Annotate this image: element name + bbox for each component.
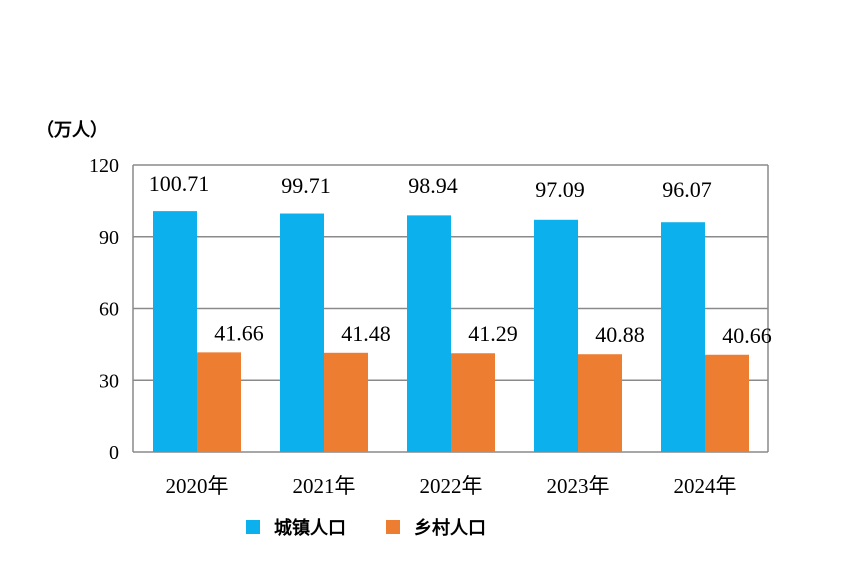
bar — [451, 353, 495, 452]
data-label: 41.29 — [468, 321, 518, 346]
y-axis-unit-label: （万人） — [36, 120, 108, 141]
bar — [280, 213, 324, 452]
y-tick-label: 120 — [89, 155, 119, 177]
x-tick-label: 2021年 — [293, 474, 356, 498]
legend-item-rural: 乡村人口 — [386, 514, 486, 540]
data-label: 41.48 — [341, 321, 391, 346]
bar — [197, 352, 241, 452]
bar — [534, 219, 578, 452]
legend-swatch-rural — [386, 520, 400, 534]
bar — [324, 352, 368, 452]
bar — [578, 354, 622, 452]
data-label: 97.09 — [535, 177, 585, 202]
data-label: 99.71 — [281, 173, 331, 198]
y-tick-label: 0 — [109, 442, 119, 464]
data-label: 96.07 — [662, 177, 712, 202]
bar — [661, 222, 705, 452]
data-label: 40.66 — [722, 323, 772, 348]
bar — [407, 215, 451, 452]
data-label: 98.94 — [408, 173, 458, 198]
legend-label-rural: 乡村人口 — [414, 518, 486, 539]
data-label: 100.71 — [149, 171, 210, 196]
legend-item-urban: 城镇人口 — [246, 514, 346, 540]
y-tick-label: 30 — [99, 370, 119, 392]
legend-swatch-urban — [246, 520, 260, 534]
data-label: 41.66 — [214, 320, 264, 345]
bar — [705, 354, 749, 452]
x-tick-label: 2023年 — [547, 474, 610, 498]
legend: 城镇人口 乡村人口 — [246, 514, 526, 540]
y-tick-label: 90 — [99, 227, 119, 249]
y-tick-label: 60 — [99, 299, 119, 321]
x-tick-label: 2022年 — [420, 474, 483, 498]
data-label: 40.88 — [595, 322, 645, 347]
x-tick-label: 2020年 — [166, 474, 229, 498]
x-tick-label: 2024年 — [674, 474, 737, 498]
legend-label-urban: 城镇人口 — [274, 518, 346, 539]
bar — [153, 211, 197, 452]
